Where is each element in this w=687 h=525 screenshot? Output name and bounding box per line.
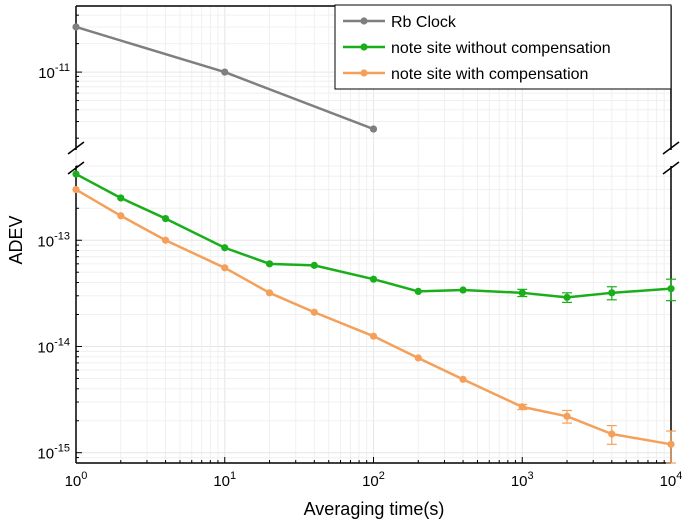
data-point bbox=[117, 212, 125, 220]
data-point bbox=[369, 275, 378, 283]
data-point bbox=[310, 308, 318, 316]
data-point bbox=[608, 289, 616, 297]
data-point bbox=[221, 244, 229, 252]
data-point bbox=[72, 23, 80, 31]
data-point bbox=[117, 194, 125, 202]
grid bbox=[75, 5, 671, 464]
y-tick-label: 10-11 bbox=[38, 62, 70, 82]
axis-break-mark-right bbox=[662, 161, 680, 175]
x-axis-title: Averaging time(s) bbox=[304, 499, 445, 519]
axis-break-mark-right bbox=[662, 141, 680, 155]
y-axis-title: ADEV bbox=[6, 215, 26, 264]
data-point bbox=[265, 289, 274, 297]
data-point bbox=[563, 293, 571, 301]
y-tick-label: 10-15 bbox=[37, 443, 70, 463]
legend-box bbox=[334, 4, 672, 90]
data-point bbox=[518, 403, 526, 411]
data-point bbox=[459, 286, 467, 294]
data-point bbox=[161, 214, 170, 223]
series-layer bbox=[72, 23, 676, 464]
legend-label: note site without compensation bbox=[391, 40, 611, 57]
legend-label: note site with compensation bbox=[391, 66, 588, 83]
y-tick-label: 10-13 bbox=[37, 230, 70, 250]
legend-swatch-marker bbox=[360, 69, 368, 77]
data-point bbox=[369, 125, 378, 133]
data-point bbox=[221, 264, 229, 272]
data-point bbox=[414, 354, 422, 362]
data-point bbox=[161, 236, 170, 244]
series-2 bbox=[72, 170, 676, 303]
data-point bbox=[518, 289, 526, 297]
x-tick-label: 101 bbox=[213, 470, 236, 490]
x-tick-label: 100 bbox=[65, 470, 88, 490]
legend-swatch-marker bbox=[360, 17, 368, 25]
series-3 bbox=[72, 185, 676, 464]
legend-label: Rb Clock bbox=[391, 14, 457, 31]
legend: Rb Clock note site without compensation no… bbox=[334, 4, 672, 90]
data-point bbox=[563, 412, 571, 420]
data-point bbox=[369, 332, 378, 340]
data-point bbox=[221, 68, 229, 76]
data-point bbox=[72, 185, 80, 194]
axis-break-mark-left bbox=[67, 161, 85, 175]
x-tick-label: 102 bbox=[362, 470, 385, 490]
data-point bbox=[72, 170, 80, 178]
data-point bbox=[667, 440, 675, 448]
data-point bbox=[667, 285, 675, 293]
data-point bbox=[310, 261, 318, 269]
series-1 bbox=[72, 23, 378, 133]
data-point bbox=[265, 260, 274, 268]
data-point bbox=[414, 287, 422, 295]
legend-swatch-marker bbox=[360, 43, 368, 51]
data-point bbox=[459, 375, 467, 383]
axis-break-mark-left bbox=[67, 141, 85, 155]
x-tick-label: 103 bbox=[511, 470, 534, 490]
data-point bbox=[608, 430, 616, 438]
y-tick-label: 10-14 bbox=[37, 336, 70, 356]
x-tick-label: 104 bbox=[660, 470, 683, 490]
